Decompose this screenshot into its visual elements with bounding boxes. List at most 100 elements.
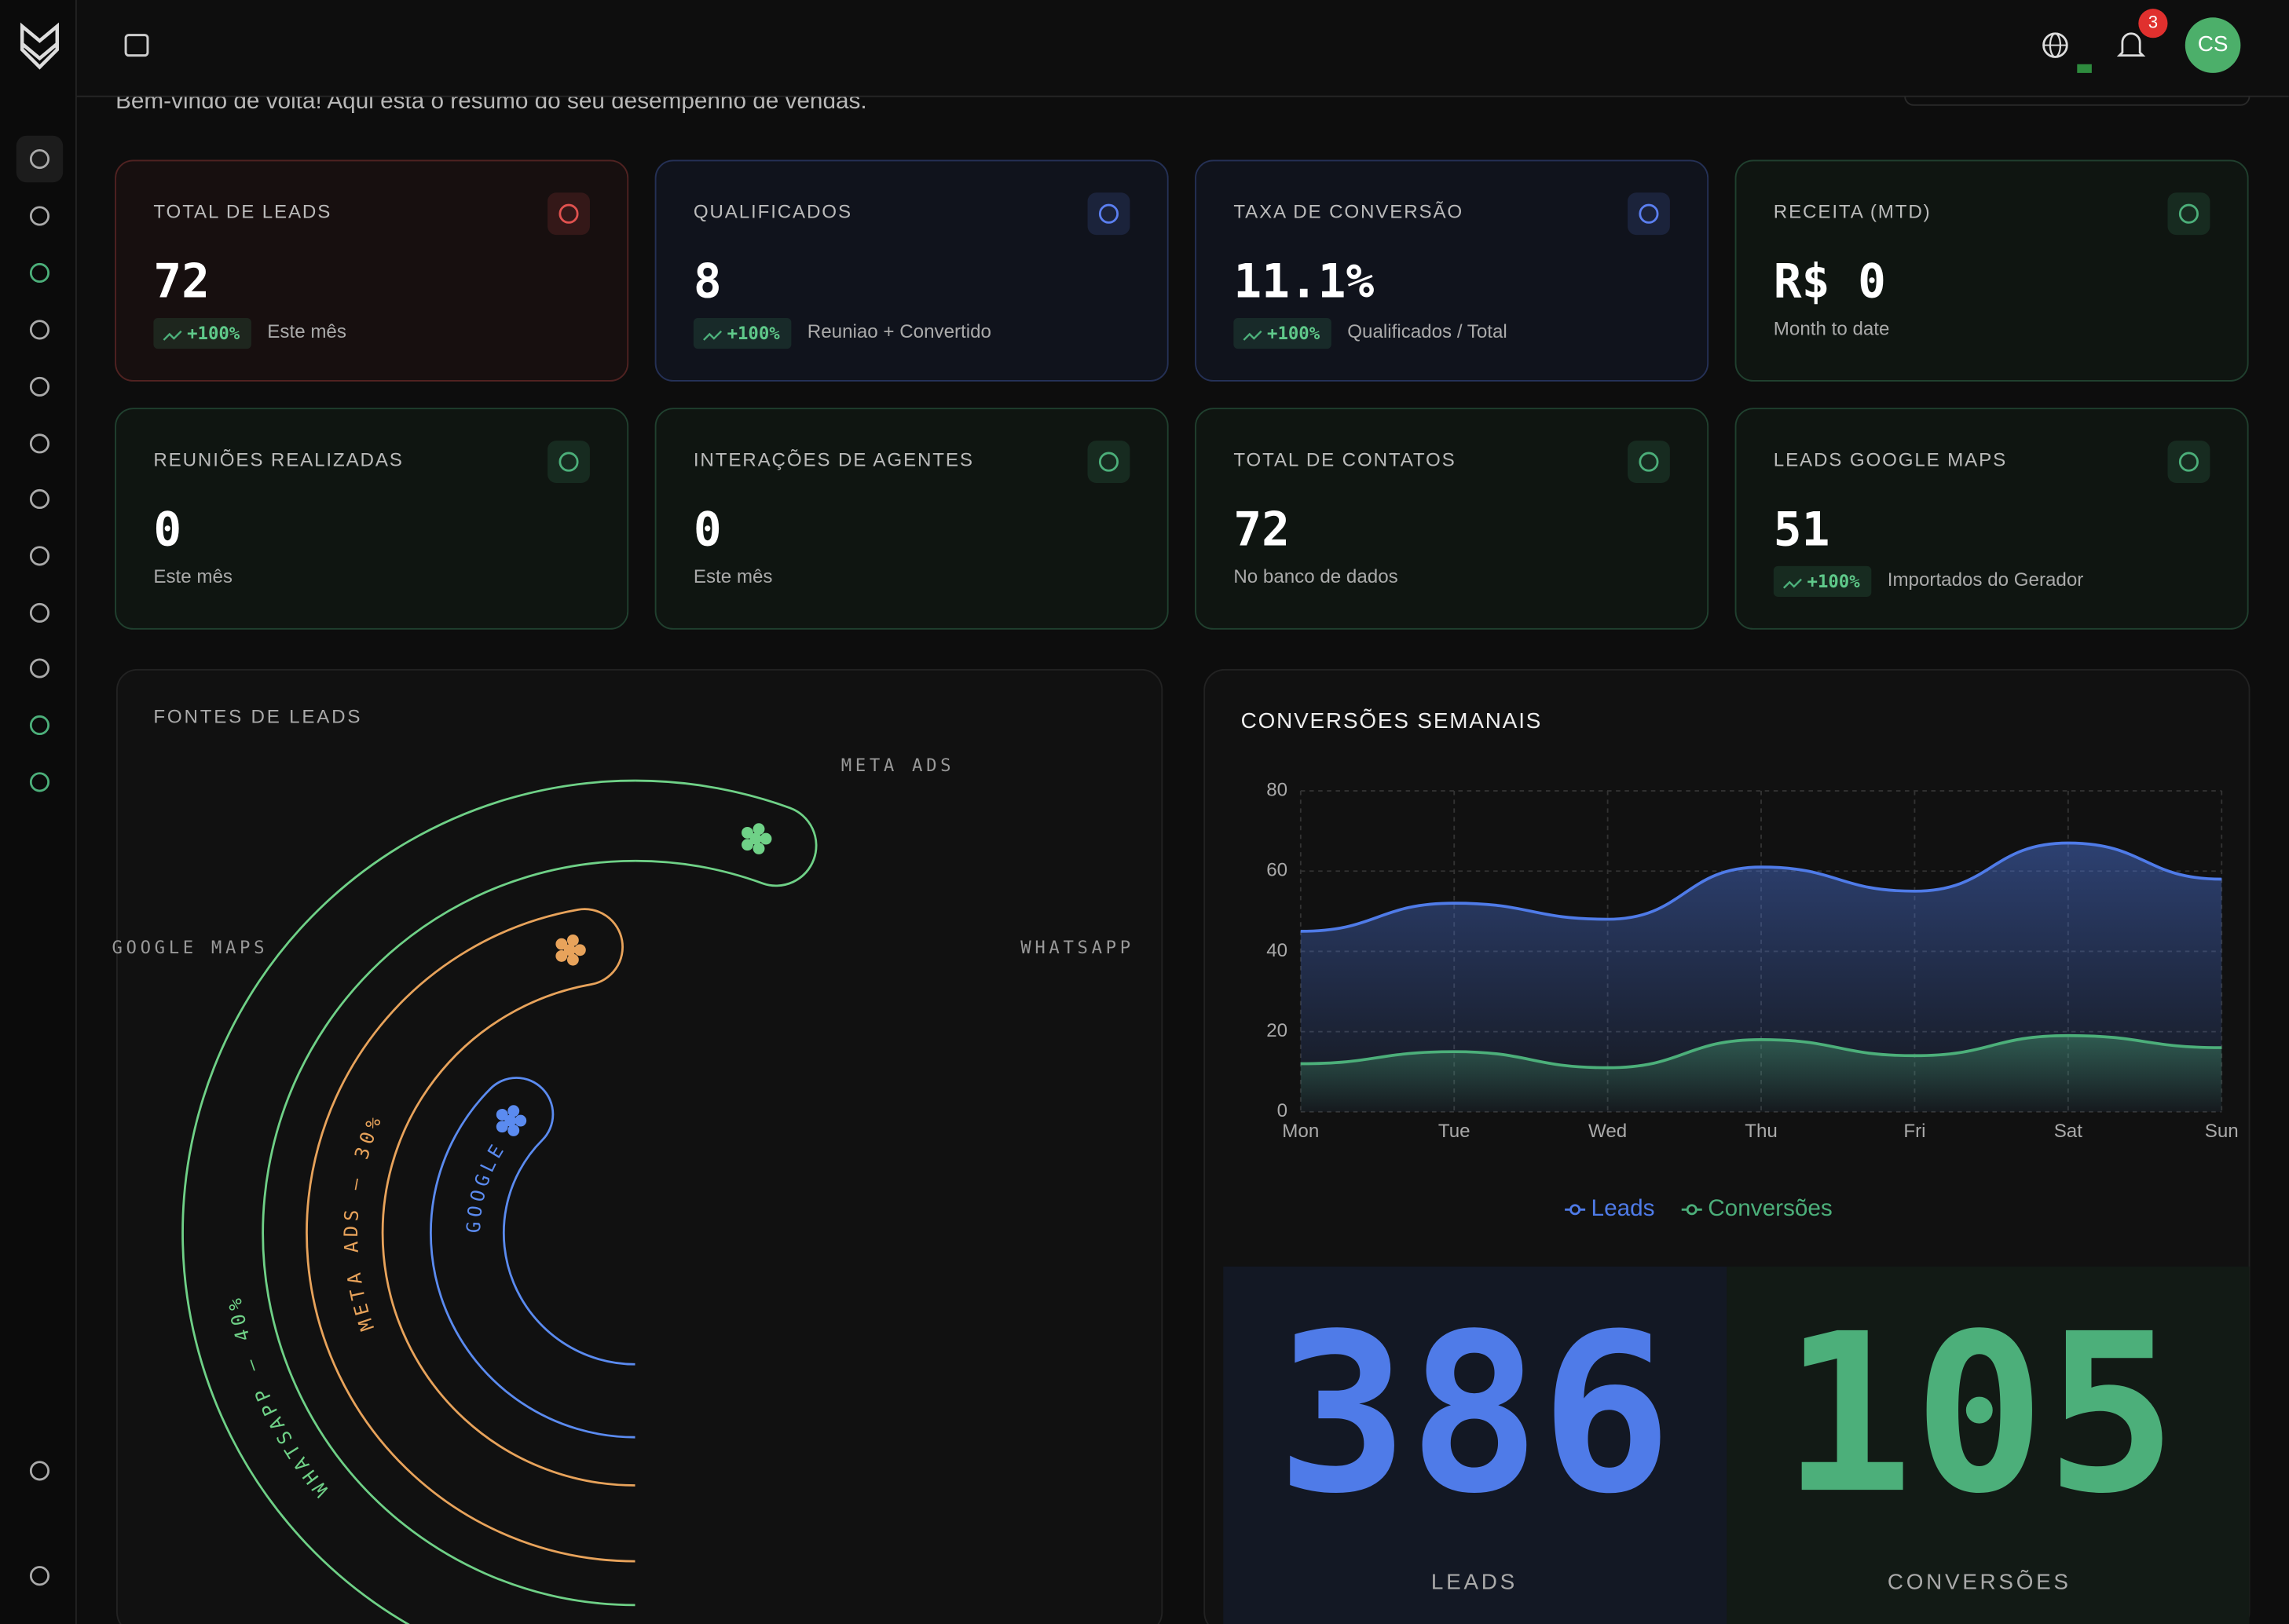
nav-icon[interactable] [29,715,50,735]
kpi-icon [2167,441,2210,484]
nav-active [16,135,64,183]
notifications-button[interactable] [2116,9,2168,57]
kpi-badge [693,318,792,349]
x-tick-label: Sat [2054,1121,2083,1142]
kpi-icon-glyph [1098,203,1119,224]
topbar [75,0,2289,97]
nav-icon[interactable] [29,262,50,283]
conversions-total-box [1727,1266,2250,1624]
source-ring [181,779,818,1624]
series-line [1300,1033,2222,1070]
source-icon [573,944,586,956]
nav-icon[interactable] [29,206,50,226]
kpi-card [115,408,629,630]
total-label: LEADS [1431,1569,1518,1593]
kpi-label: TOTAL DE CONTATOS [1233,450,1456,471]
kpi-icon [548,192,590,236]
avatar[interactable] [2185,17,2241,73]
source-icon-center [563,944,576,956]
y-tick-label: 80 [1266,779,1287,800]
kpi-note: Este mês [694,566,773,587]
kpi-value: 72 [1233,503,1290,557]
x-tick-label: Tue [1438,1121,1470,1142]
language-button[interactable] [2042,32,2092,73]
nav-icon[interactable] [29,433,50,454]
kpi-note: Reuniao + Convertido [808,321,991,342]
kpi-label: REUNIÕES REALIZADAS [153,449,403,471]
source-icon [566,953,579,966]
chart-title: CONVERSÕES SEMANAIS [1241,708,1543,733]
legend-marker [1686,1204,1698,1216]
source-icon [753,823,765,836]
y-tick-label: 40 [1266,940,1287,961]
total-value: 105 [1782,1286,2177,1542]
source-label: META ADS [841,755,954,776]
kpi-card [654,408,1169,630]
kpi-card [1734,408,2249,630]
legend-label[interactable]: Conversões [1708,1195,1833,1221]
trend-icon [163,330,182,341]
kpi-note: Este mês [267,321,346,342]
legend-marker [1569,1204,1581,1216]
kpi-change: +100% [727,324,781,344]
trend-icon [1243,330,1262,341]
kpi-value: 11.1% [1233,254,1374,309]
kpi-card [1195,159,1709,382]
x-tick-label: Sun [2205,1121,2239,1142]
legend-label[interactable]: Leads [1591,1195,1655,1221]
sidebar [0,0,76,1624]
kpi-icon [1087,441,1130,484]
source-icon [566,934,579,946]
kpi-value: 0 [694,503,722,557]
nav-icon[interactable] [29,148,50,170]
x-tick-label: Thu [1745,1121,1778,1142]
kpi-value: 72 [153,254,210,309]
kpi-icon-glyph [1098,452,1119,472]
nav-icon[interactable] [29,546,50,566]
kpi-label: INTERAÇÕES DE AGENTES [694,449,974,471]
x-tick-label: Wed [1588,1121,1627,1142]
nav-icon[interactable] [29,658,50,678]
kpi-value: 51 [1774,503,1830,557]
source-icon [515,1114,527,1127]
kpi-note: Qualificados / Total [1347,321,1507,342]
kpi-label: TAXA DE CONVERSÃO [1233,202,1463,223]
x-tick-label: Fri [1903,1121,1925,1142]
kpi-icon-glyph [559,452,579,472]
nav-icon[interactable] [29,1566,50,1586]
nav-icon[interactable] [29,320,50,340]
source-icon [507,1125,520,1136]
kpi-icon-glyph [559,203,579,224]
source-icon [507,1105,520,1117]
kpi-value: 8 [694,254,722,309]
kpi-note: Este mês [153,566,233,587]
source-label: GOOGLE MAPS [112,938,269,958]
trend-icon [703,330,723,341]
kpi-value: 0 [153,503,181,557]
series-area [1300,1035,2222,1112]
nav-icon[interactable] [29,1461,50,1481]
kpi-card [115,159,629,382]
kpi-label: QUALIFICADOS [694,202,852,223]
kpi-icon-glyph [2178,452,2199,472]
source-icon [496,1121,508,1133]
avatar-initials: CS [2198,31,2229,56]
y-tick-label: 0 [1277,1100,1287,1121]
nav-icon[interactable] [29,376,50,397]
sidebar-toggle[interactable] [124,34,149,57]
x-tick-label: Mon [1282,1121,1319,1142]
source-icon [742,839,753,851]
source-icon [496,1108,508,1121]
nav-icon[interactable] [29,488,50,509]
source-icon [760,832,772,845]
nav-icon[interactable] [29,602,50,623]
logo[interactable] [20,22,59,70]
kpi-label: LEADS GOOGLE MAPS [1774,450,2007,471]
trend-icon [1782,578,1802,589]
kpi-label: TOTAL DE LEADS [153,202,331,223]
kpi-icon [1628,192,1670,236]
kpi-label: RECEITA (MTD) [1774,202,1932,223]
kpi-card [1195,408,1709,630]
nav-icon[interactable] [29,772,50,792]
